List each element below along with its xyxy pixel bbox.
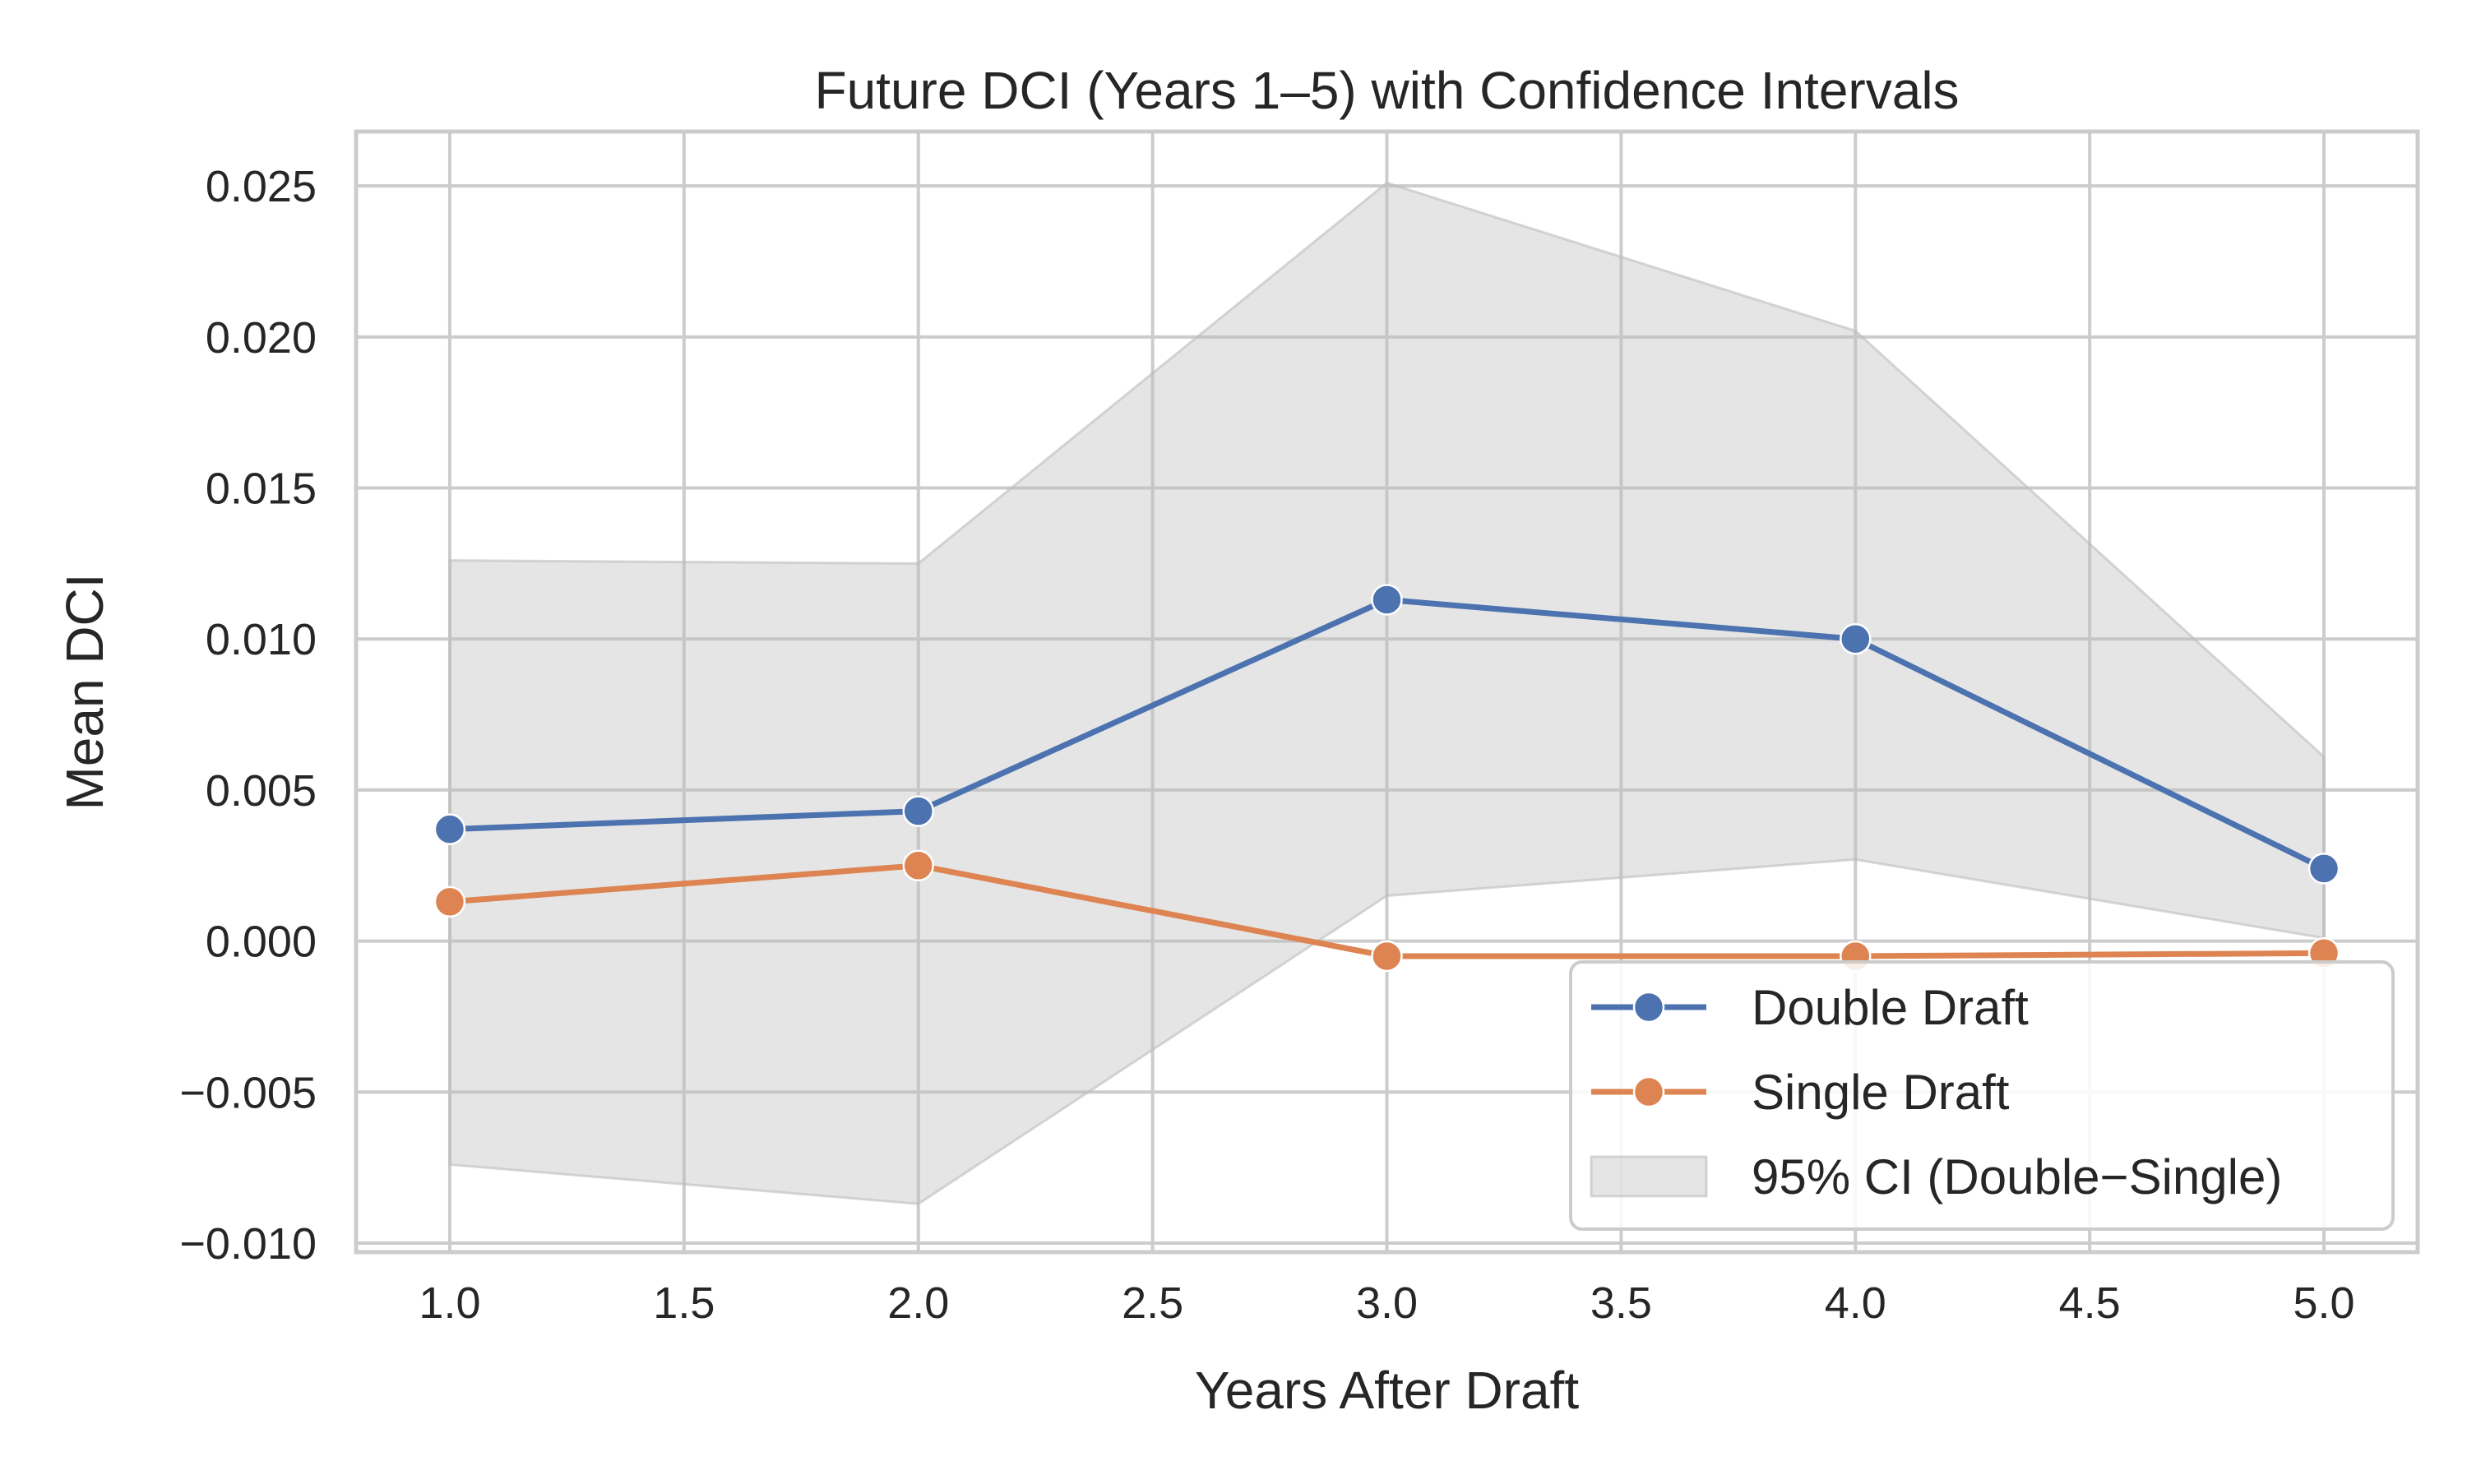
series-0 — [433, 584, 2340, 885]
legend-item-0: Double Draft — [1591, 980, 2029, 1035]
x-tick-labels: 1.0 1.5 2.0 2.5 3.0 3.5 4.0 4.5 5.0 — [419, 1278, 2354, 1328]
x-tick-label: 3.5 — [1590, 1278, 1652, 1328]
legend-item-1: Single Draft — [1591, 1065, 2010, 1120]
x-tick-label: 2.5 — [1122, 1278, 1183, 1328]
x-tick-label: 4.5 — [2059, 1278, 2121, 1328]
x-tick-label: 4.0 — [1825, 1278, 1886, 1328]
y-axis-title: Mean DCI — [55, 573, 114, 810]
y-tick-labels: −0.010 −0.005 0.000 0.005 0.010 0.015 0.020 0.0… — [179, 162, 317, 1269]
y-tick-label: 0.015 — [206, 465, 317, 514]
x-tick-label: 5.0 — [2293, 1278, 2355, 1328]
legend-label: Double Draft — [1752, 980, 2029, 1035]
legend-marker — [1632, 1075, 1665, 1108]
series-layer — [433, 584, 2340, 973]
x-tick-label: 1.0 — [419, 1278, 480, 1328]
x-axis-title: Years After Draft — [1195, 1361, 1579, 1420]
data-point — [433, 813, 466, 845]
y-tick-label: 0.000 — [206, 918, 317, 967]
data-point — [902, 795, 934, 827]
data-point — [2307, 853, 2340, 885]
y-tick-label: 0.025 — [206, 162, 317, 211]
plot-frame — [354, 129, 2420, 1255]
legend-band-swatch — [1590, 1155, 1708, 1198]
legend-item-2: 95% CI (Double−Single) — [1590, 1149, 2282, 1204]
legend-marker — [1632, 991, 1665, 1024]
x-tick-label: 1.5 — [653, 1278, 715, 1328]
x-tick-label: 2.0 — [887, 1278, 949, 1328]
y-tick-label: −0.005 — [179, 1068, 317, 1117]
data-point — [1840, 622, 1872, 655]
x-tick-label: 3.0 — [1356, 1278, 1418, 1328]
legend-label: Single Draft — [1752, 1065, 2010, 1120]
y-tick-label: 0.010 — [206, 615, 317, 664]
grid-lines — [356, 132, 2418, 1252]
data-point — [1371, 584, 1403, 616]
legend-label: 95% CI (Double−Single) — [1752, 1149, 2282, 1204]
chart-title: Future DCI (Years 1–5) with Confidence I… — [814, 61, 1959, 120]
y-tick-label: 0.005 — [206, 766, 317, 816]
data-point — [1371, 940, 1403, 973]
data-point — [902, 849, 934, 881]
y-tick-label: 0.020 — [206, 313, 317, 363]
y-tick-label: −0.010 — [179, 1219, 317, 1269]
legend-box — [1569, 960, 2395, 1231]
legend: Double Draft Single Draft 95% CI (Double−S… — [1569, 960, 2395, 1231]
data-point — [433, 885, 466, 918]
